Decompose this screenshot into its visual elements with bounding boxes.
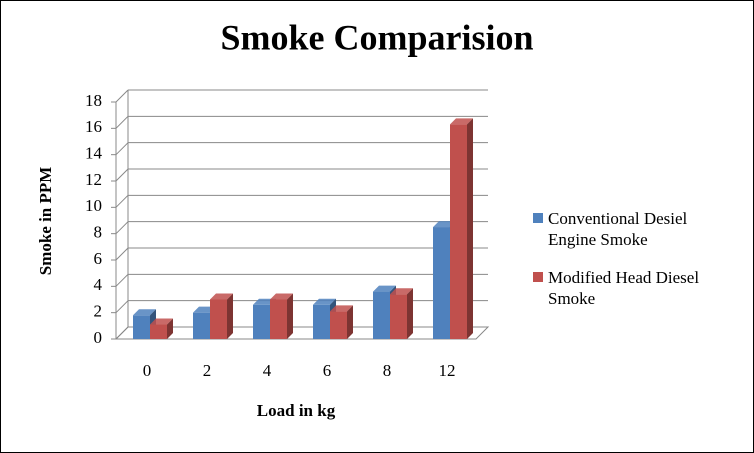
y-tick-label: 10	[85, 196, 102, 215]
bar-top	[133, 309, 156, 316]
bar-top	[450, 118, 473, 125]
bar-top	[330, 305, 353, 312]
legend-swatch	[533, 272, 543, 282]
bar	[390, 288, 413, 339]
bar-top	[150, 318, 173, 325]
bar-top	[390, 288, 413, 295]
bar-front	[193, 312, 210, 339]
bar	[210, 293, 233, 339]
bar	[270, 293, 293, 339]
legend-label: Modified Head Diesel Smoke	[548, 268, 700, 308]
y-tick-label: 14	[85, 144, 103, 163]
y-tick-label: 4	[94, 275, 103, 294]
grid-diagonal	[115, 326, 129, 340]
bar	[150, 318, 173, 339]
grid-diagonal	[115, 168, 129, 182]
grid-diagonal	[115, 194, 129, 208]
bar-side	[467, 118, 473, 339]
grid-diagonal	[115, 273, 129, 287]
y-tick-label: 8	[94, 223, 103, 242]
bar	[330, 305, 353, 339]
x-tick-label: 8	[383, 361, 392, 380]
x-tick-label: 2	[203, 361, 212, 380]
legend-label: Conventional Desiel Engine Smoke	[548, 209, 688, 249]
bar-front	[270, 299, 287, 339]
bar-front	[433, 227, 450, 339]
x-tick-label: 4	[263, 361, 272, 380]
bar-front	[373, 291, 390, 339]
bar-side	[287, 293, 293, 339]
bar-side	[167, 318, 173, 339]
y-tick-label: 0	[94, 328, 103, 347]
x-axis-title: Load in kg	[257, 401, 336, 420]
grid-diagonal	[115, 300, 129, 314]
y-tick-label: 18	[85, 91, 102, 110]
bar-front	[330, 311, 347, 339]
bar-side	[407, 288, 413, 339]
y-tick-label: 6	[94, 249, 103, 268]
bar-side	[347, 305, 353, 339]
bar-top	[210, 293, 233, 300]
y-tick-label: 12	[85, 170, 102, 189]
bar-top	[313, 298, 336, 305]
chart-title: Smoke Comparision	[220, 17, 533, 57]
bar-front	[313, 304, 330, 339]
y-axis-title: Smoke in PPM	[36, 167, 55, 276]
bar-top	[373, 285, 396, 292]
bar-front	[450, 124, 467, 339]
grid-diagonal	[115, 89, 129, 103]
legend-swatch	[533, 213, 543, 223]
bar-front	[210, 299, 227, 339]
bar-side	[227, 293, 233, 339]
bar-front	[150, 324, 167, 339]
grid-diagonal	[115, 247, 129, 261]
bar	[450, 118, 473, 339]
x-tick-label: 12	[439, 361, 456, 380]
bar-front	[253, 304, 270, 339]
grid-diagonal	[115, 115, 129, 129]
grid-diagonal	[115, 142, 129, 156]
y-tick-label: 16	[85, 117, 102, 136]
y-tick-label: 2	[94, 302, 103, 321]
grid-diagonal	[115, 221, 129, 235]
x-tick-label: 0	[143, 361, 152, 380]
bar-front	[133, 315, 150, 339]
x-tick-label: 6	[323, 361, 332, 380]
bar-front	[390, 294, 407, 339]
bar-top	[270, 293, 293, 300]
